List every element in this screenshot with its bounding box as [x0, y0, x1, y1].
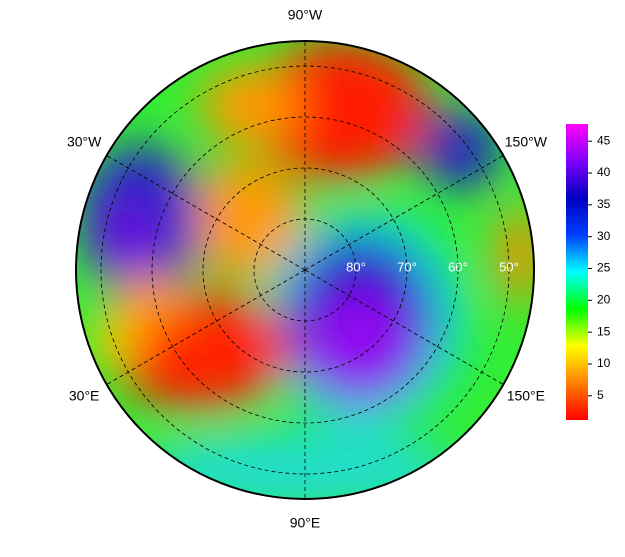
- colorbar-tick-label: 25: [597, 261, 611, 275]
- parallel: [151, 116, 459, 424]
- meridian: [106, 155, 306, 271]
- meridian-label: 90°W: [288, 7, 323, 23]
- parallel-label: 80°: [346, 259, 366, 274]
- meridian: [304, 155, 504, 271]
- meridian-label: 90°E: [290, 515, 321, 531]
- colorbar-tick-label: 5: [597, 388, 604, 402]
- colorbar-tick-label: 20: [597, 292, 611, 306]
- meridian-label: 30°W: [67, 134, 102, 150]
- parallel-label: 70°: [397, 259, 417, 274]
- colorbar-tick-label: 15: [597, 324, 611, 338]
- colorbar-tick-label: 45: [597, 133, 611, 147]
- colorbar-tick-label: 40: [597, 165, 611, 179]
- graticule: [100, 41, 510, 499]
- map-border: [75, 40, 535, 500]
- colorbar-tick-label: 35: [597, 197, 611, 211]
- parallel-label: 50°: [499, 259, 519, 274]
- meridian: [304, 269, 504, 385]
- parallel-label: 60°: [448, 259, 468, 274]
- meridian-label: 30°E: [69, 388, 100, 404]
- meridian-label: 150°W: [505, 134, 548, 150]
- meridian: [106, 269, 306, 385]
- field: [76, 41, 534, 499]
- meridian-label: 150°E: [507, 388, 545, 404]
- colorbar: [566, 124, 588, 420]
- colorbar-tick-label: 10: [597, 356, 611, 370]
- colorbar-tick-label: 30: [597, 229, 611, 243]
